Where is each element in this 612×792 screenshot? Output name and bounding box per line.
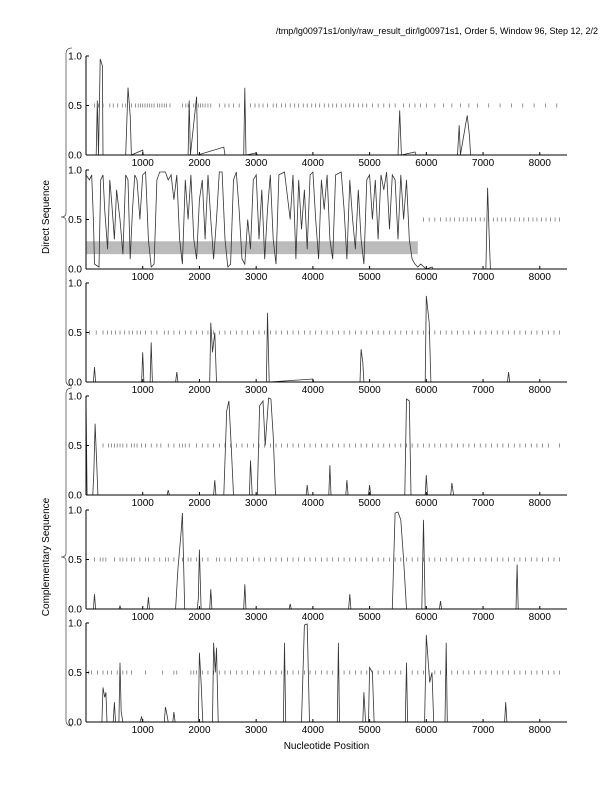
x-tick-label: 3000	[245, 158, 268, 169]
x-tick-label: 5000	[358, 725, 381, 736]
x-tick-label: 6000	[415, 725, 438, 736]
group-label: Direct Sequence	[41, 180, 52, 254]
y-tick-label: 0.0	[68, 265, 82, 276]
x-tick-label: 8000	[529, 612, 552, 623]
x-tick-label: 8000	[529, 385, 552, 396]
x-tick-label: 2000	[188, 612, 211, 623]
x-tick-label: 3000	[245, 725, 268, 736]
y-tick-label: 0.0	[68, 378, 82, 389]
x-tick-label: 4000	[302, 612, 325, 623]
y-tick-label: 1.0	[68, 392, 82, 403]
y-tick-label: 1.0	[68, 166, 82, 177]
x-tick-label: 1000	[132, 272, 155, 283]
coding-potential-line	[86, 623, 567, 723]
x-tick-label: 6000	[415, 498, 438, 509]
x-tick-label: 7000	[472, 725, 495, 736]
x-tick-label: 5000	[358, 272, 381, 283]
coding-potential-line	[86, 511, 567, 610]
y-tick-label: 0.5	[68, 441, 82, 452]
y-tick-label: 0.5	[68, 668, 82, 679]
plot-title: /tmp/lg00971s1/only/raw_result_dir/lg009…	[275, 26, 598, 36]
group-label: Complementary Sequence	[41, 497, 52, 616]
x-tick-label: 8000	[529, 498, 552, 509]
x-tick-label: 4000	[302, 498, 325, 509]
y-tick-label: 0.5	[68, 555, 82, 566]
y-tick-label: 0.5	[68, 101, 82, 112]
x-tick-label: 7000	[472, 385, 495, 396]
x-tick-label: 1000	[132, 385, 155, 396]
x-tick-label: 5000	[358, 612, 381, 623]
x-tick-label: 2000	[188, 158, 211, 169]
y-tick-label: 1.0	[68, 619, 82, 630]
y-tick-label: 0.5	[68, 215, 82, 226]
x-axis-label: Nucleotide Position	[284, 741, 370, 752]
x-tick-label: 1000	[132, 158, 155, 169]
y-tick-label: 0.0	[68, 151, 82, 162]
x-tick-label: 4000	[302, 272, 325, 283]
x-tick-label: 8000	[529, 272, 552, 283]
group-brace	[60, 387, 73, 727]
coding-potential-line	[86, 58, 567, 156]
x-tick-label: 3000	[245, 498, 268, 509]
coding-potential-line	[86, 295, 567, 383]
x-tick-label: 7000	[472, 158, 495, 169]
coding-potential-line	[85, 171, 567, 270]
x-tick-label: 1000	[132, 498, 155, 509]
x-tick-label: 8000	[529, 725, 552, 736]
x-tick-label: 6000	[415, 385, 438, 396]
y-tick-label: 0.0	[68, 605, 82, 616]
coding-potential-line	[85, 397, 567, 496]
y-tick-label: 1.0	[68, 52, 82, 63]
x-tick-label: 3000	[245, 612, 268, 623]
x-tick-label: 2000	[188, 725, 211, 736]
x-tick-label: 6000	[415, 272, 438, 283]
x-tick-label: 3000	[245, 272, 268, 283]
x-tick-label: 7000	[472, 612, 495, 623]
x-tick-label: 7000	[472, 498, 495, 509]
y-tick-label: 1.0	[68, 279, 82, 290]
threshold-band	[86, 241, 418, 255]
x-tick-label: 3000	[245, 385, 268, 396]
x-tick-label: 8000	[529, 158, 552, 169]
y-tick-label: 1.0	[68, 506, 82, 517]
x-tick-label: 7000	[472, 272, 495, 283]
x-tick-label: 4000	[302, 725, 325, 736]
x-tick-label: 2000	[188, 498, 211, 509]
x-tick-label: 5000	[358, 158, 381, 169]
group-brace	[60, 47, 73, 387]
y-tick-label: 0.0	[68, 491, 82, 502]
x-tick-label: 6000	[415, 158, 438, 169]
x-tick-label: 5000	[358, 385, 381, 396]
x-tick-label: 5000	[358, 498, 381, 509]
x-tick-label: 1000	[132, 612, 155, 623]
y-tick-label: 0.0	[68, 718, 82, 729]
x-tick-label: 4000	[302, 158, 325, 169]
x-tick-label: 4000	[302, 385, 325, 396]
x-tick-label: 1000	[132, 725, 155, 736]
y-tick-label: 0.5	[68, 328, 82, 339]
x-tick-label: 2000	[188, 385, 211, 396]
x-tick-label: 2000	[188, 272, 211, 283]
x-tick-label: 6000	[415, 612, 438, 623]
